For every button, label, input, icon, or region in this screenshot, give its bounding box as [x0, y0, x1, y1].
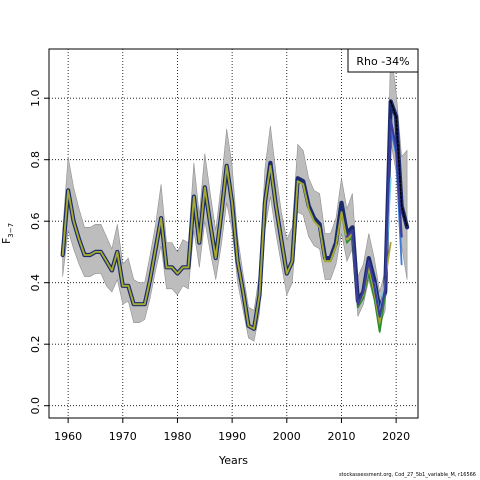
y-axis: 0.0 0.2 0.4 0.6 0.8 1.0: [29, 89, 49, 414]
series-line-retro-navy: [345, 118, 403, 318]
y-tick-label-5: 1.0: [29, 89, 42, 107]
y-axis-label-subscript: 3−7: [7, 223, 15, 238]
x-axis: 1960 1970 1980 1990 2000 2010 2020: [54, 418, 410, 443]
y-axis-label: F3−7: [0, 223, 15, 244]
series-line-retro-olive: [61, 164, 392, 330]
legend-box: [347, 48, 419, 73]
y-tick-label-2: 0.4: [29, 274, 42, 292]
confidence-band-area: [62, 48, 408, 342]
y-tick-label-0: 0.0: [29, 397, 42, 415]
series-line-base: [60, 99, 410, 331]
series-line-dotted: [389, 100, 408, 229]
series-lines: [60, 99, 410, 333]
x-tick-label-2010: 2010: [327, 430, 355, 443]
x-axis-label: Years: [218, 454, 248, 467]
x-tick-label-1970: 1970: [109, 430, 137, 443]
y-tick-label-1: 0.2: [29, 335, 42, 353]
x-tick-label-1980: 1980: [163, 430, 191, 443]
confidence-band: [62, 48, 408, 342]
x-tick-label-1990: 1990: [218, 430, 246, 443]
y-tick-label-3: 0.6: [29, 212, 42, 230]
legend: Rho -34%: [347, 48, 419, 73]
source-caption: stockassessment.org, Cod_27_5b1_variable…: [338, 472, 476, 478]
legend-label: Rho -34%: [356, 55, 409, 68]
y-axis-label-main: F: [0, 238, 13, 244]
y-tick-label-4: 0.8: [29, 151, 42, 169]
plot-frame: [48, 48, 419, 419]
x-tick-label-2000: 2000: [273, 430, 301, 443]
x-tick-label-2020: 2020: [382, 430, 410, 443]
x-tick-label-1960: 1960: [54, 430, 82, 443]
